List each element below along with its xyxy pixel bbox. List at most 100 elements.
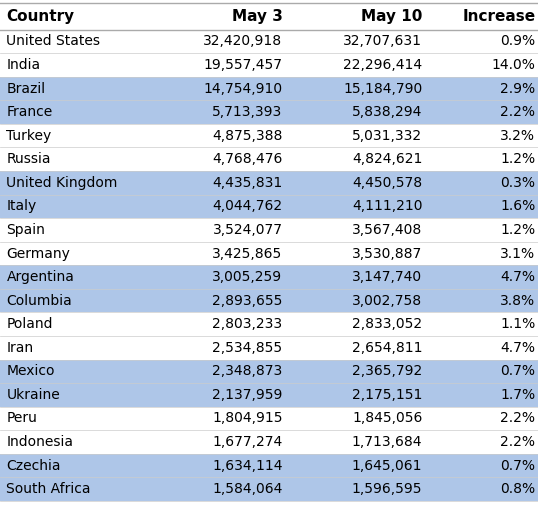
FancyBboxPatch shape — [0, 194, 538, 218]
Text: 3,524,077: 3,524,077 — [213, 223, 282, 237]
Text: 1,713,684: 1,713,684 — [352, 435, 422, 449]
Text: 22,296,414: 22,296,414 — [343, 58, 422, 72]
Text: 3.1%: 3.1% — [500, 246, 535, 261]
Text: 5,713,393: 5,713,393 — [212, 105, 282, 119]
FancyBboxPatch shape — [0, 313, 538, 336]
FancyBboxPatch shape — [0, 454, 538, 477]
Text: 14,754,910: 14,754,910 — [203, 81, 282, 96]
Text: 2.2%: 2.2% — [500, 105, 535, 119]
Text: 1.6%: 1.6% — [500, 200, 535, 213]
Text: 2,833,052: 2,833,052 — [352, 317, 422, 331]
Text: 32,707,631: 32,707,631 — [343, 35, 422, 48]
Text: 0.8%: 0.8% — [500, 482, 535, 496]
Text: Iran: Iran — [6, 341, 33, 355]
Text: 4,435,831: 4,435,831 — [212, 176, 282, 190]
Text: 4.7%: 4.7% — [500, 341, 535, 355]
FancyBboxPatch shape — [0, 265, 538, 289]
Text: 1,804,915: 1,804,915 — [212, 411, 282, 426]
FancyBboxPatch shape — [0, 100, 538, 124]
Text: 1.7%: 1.7% — [500, 388, 535, 402]
FancyBboxPatch shape — [0, 242, 538, 265]
Text: 1,634,114: 1,634,114 — [212, 459, 282, 472]
Text: 4,111,210: 4,111,210 — [352, 200, 422, 213]
Text: 14.0%: 14.0% — [491, 58, 535, 72]
Text: 2.2%: 2.2% — [500, 411, 535, 426]
FancyBboxPatch shape — [0, 53, 538, 77]
Text: Mexico: Mexico — [6, 364, 55, 378]
Text: 5,838,294: 5,838,294 — [352, 105, 422, 119]
FancyBboxPatch shape — [0, 218, 538, 242]
FancyBboxPatch shape — [0, 407, 538, 430]
Text: Ukraine: Ukraine — [6, 388, 60, 402]
FancyBboxPatch shape — [0, 148, 538, 171]
Text: Italy: Italy — [6, 200, 37, 213]
FancyBboxPatch shape — [0, 30, 538, 53]
Text: 4,450,578: 4,450,578 — [352, 176, 422, 190]
Text: 2,137,959: 2,137,959 — [212, 388, 282, 402]
Text: 0.7%: 0.7% — [500, 364, 535, 378]
Text: Peru: Peru — [6, 411, 37, 426]
Text: Russia: Russia — [6, 152, 51, 166]
Text: 0.7%: 0.7% — [500, 459, 535, 472]
Text: 2.9%: 2.9% — [500, 81, 535, 96]
Text: 1,645,061: 1,645,061 — [352, 459, 422, 472]
Text: 2,365,792: 2,365,792 — [352, 364, 422, 378]
Text: 3,567,408: 3,567,408 — [352, 223, 422, 237]
FancyBboxPatch shape — [0, 336, 538, 359]
Text: 4,824,621: 4,824,621 — [352, 152, 422, 166]
Text: 4,044,762: 4,044,762 — [213, 200, 282, 213]
Text: 4,875,388: 4,875,388 — [212, 129, 282, 143]
FancyBboxPatch shape — [0, 430, 538, 454]
Text: 5,031,332: 5,031,332 — [352, 129, 422, 143]
Text: Poland: Poland — [6, 317, 53, 331]
Text: May 10: May 10 — [361, 9, 422, 23]
Text: 0.3%: 0.3% — [500, 176, 535, 190]
FancyBboxPatch shape — [0, 171, 538, 194]
Text: 1.2%: 1.2% — [500, 223, 535, 237]
Text: South Africa: South Africa — [6, 482, 91, 496]
Text: 1,596,595: 1,596,595 — [352, 482, 422, 496]
Text: Country: Country — [6, 9, 75, 23]
Text: Brazil: Brazil — [6, 81, 46, 96]
Text: 2,654,811: 2,654,811 — [352, 341, 422, 355]
Text: Germany: Germany — [6, 246, 70, 261]
Text: 15,184,790: 15,184,790 — [343, 81, 422, 96]
Text: Turkey: Turkey — [6, 129, 52, 143]
Text: 1,677,274: 1,677,274 — [212, 435, 282, 449]
Text: 3,425,865: 3,425,865 — [212, 246, 282, 261]
Text: United Kingdom: United Kingdom — [6, 176, 118, 190]
FancyBboxPatch shape — [0, 359, 538, 383]
Text: 1,845,056: 1,845,056 — [352, 411, 422, 426]
FancyBboxPatch shape — [0, 77, 538, 100]
Text: 4,768,476: 4,768,476 — [212, 152, 282, 166]
Text: Czechia: Czechia — [6, 459, 61, 472]
Text: 2,175,151: 2,175,151 — [352, 388, 422, 402]
Text: 4.7%: 4.7% — [500, 270, 535, 284]
Text: 3,005,259: 3,005,259 — [213, 270, 282, 284]
Text: 2,534,855: 2,534,855 — [213, 341, 282, 355]
Text: 3,002,758: 3,002,758 — [352, 294, 422, 307]
FancyBboxPatch shape — [0, 289, 538, 313]
Text: 32,420,918: 32,420,918 — [203, 35, 282, 48]
FancyBboxPatch shape — [0, 124, 538, 148]
Text: 3,147,740: 3,147,740 — [352, 270, 422, 284]
Text: 2,893,655: 2,893,655 — [212, 294, 282, 307]
Text: 3.8%: 3.8% — [500, 294, 535, 307]
Text: 19,557,457: 19,557,457 — [203, 58, 282, 72]
Text: 1.2%: 1.2% — [500, 152, 535, 166]
Text: France: France — [6, 105, 53, 119]
Text: 2.2%: 2.2% — [500, 435, 535, 449]
Text: Indonesia: Indonesia — [6, 435, 74, 449]
Text: 2,348,873: 2,348,873 — [212, 364, 282, 378]
FancyBboxPatch shape — [0, 383, 538, 407]
Text: 3,530,887: 3,530,887 — [352, 246, 422, 261]
Text: 2,803,233: 2,803,233 — [213, 317, 282, 331]
FancyBboxPatch shape — [0, 477, 538, 501]
Text: United States: United States — [6, 35, 101, 48]
Text: Argentina: Argentina — [6, 270, 74, 284]
Text: Columbia: Columbia — [6, 294, 72, 307]
Text: Spain: Spain — [6, 223, 45, 237]
Text: 1.1%: 1.1% — [500, 317, 535, 331]
Text: 1,584,064: 1,584,064 — [212, 482, 282, 496]
Text: Increase: Increase — [462, 9, 535, 23]
